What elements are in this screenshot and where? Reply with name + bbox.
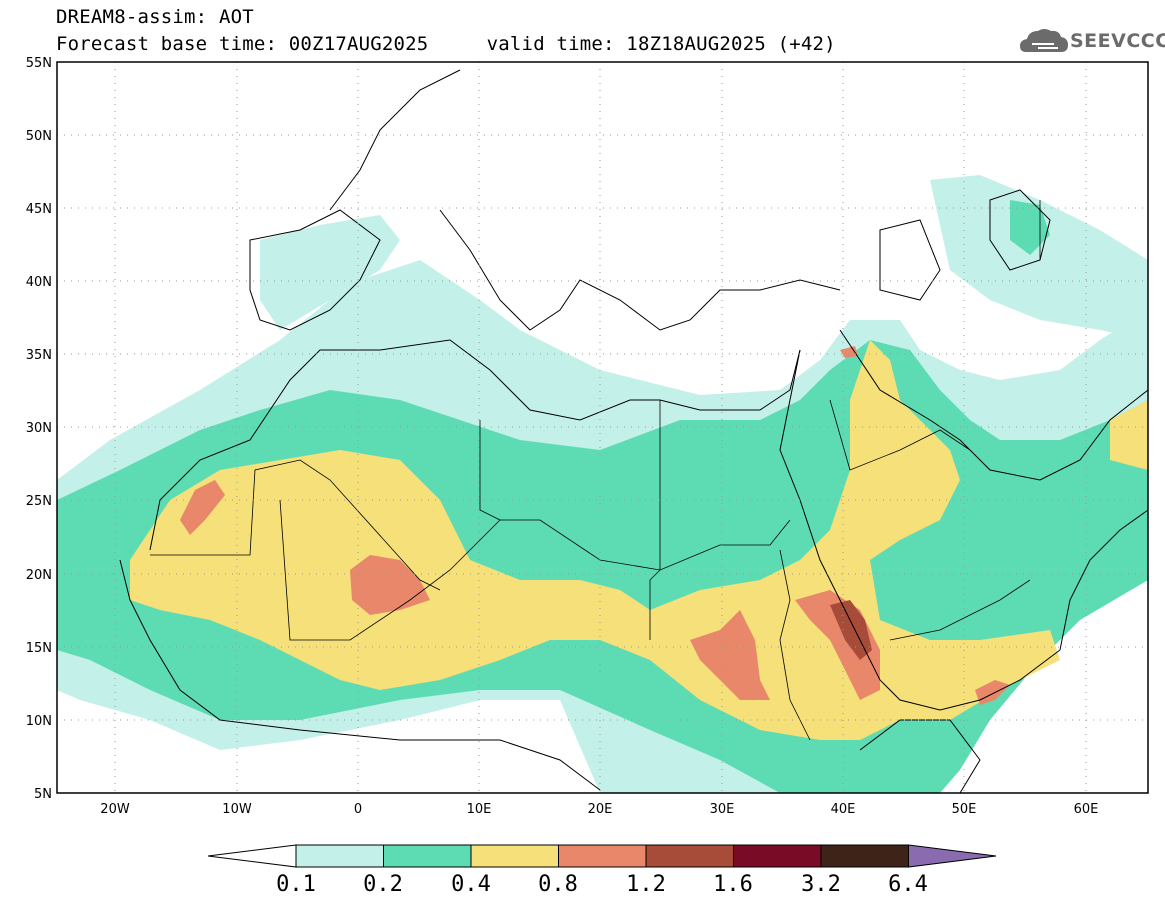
lat-label: 15N xyxy=(26,641,52,656)
aot-band-0.8-somalia xyxy=(975,680,1010,705)
lon-label: 20E xyxy=(588,802,613,817)
lat-label: 45N xyxy=(26,202,52,217)
lon-label: 50E xyxy=(952,802,977,817)
aot-band-0.1-north xyxy=(930,175,1148,340)
logo-text: SEEVCCC xyxy=(1070,30,1165,52)
aot-band-0.8-chad xyxy=(690,610,770,700)
lat-lon-grid xyxy=(57,62,1148,793)
lat-label: 55N xyxy=(26,56,52,71)
lon-label: 30E xyxy=(710,802,735,817)
lat-label: 25N xyxy=(26,494,52,509)
cloud-icon xyxy=(1020,29,1068,52)
map-frame xyxy=(56,61,1149,794)
aot-band-0.8-iraq xyxy=(840,346,858,358)
lat-label: 40N xyxy=(26,275,52,290)
aot-field xyxy=(57,175,1148,793)
lon-label: 20W xyxy=(100,802,130,817)
lat-label: 30N xyxy=(26,421,52,436)
country-borders xyxy=(150,200,1041,741)
coastlines xyxy=(119,69,1148,793)
lat-label: 10N xyxy=(26,714,52,729)
lat-label: 50N xyxy=(26,129,52,144)
lon-label: 10E xyxy=(467,802,492,817)
lon-label: 60E xyxy=(1074,802,1099,817)
lon-label: 0 xyxy=(354,802,362,817)
lat-label: 5N xyxy=(34,787,52,802)
map-subtitle: Forecast base time: 00Z17AUG2025 valid t… xyxy=(56,33,836,55)
lat-label: 35N xyxy=(26,348,52,363)
lon-label: 40E xyxy=(831,802,856,817)
aot-band-0.1-iberia xyxy=(260,215,400,330)
aot-band-0.4 xyxy=(130,340,1060,740)
lon-label: 10W xyxy=(222,802,252,817)
lat-labels: 55N 50N 45N 40N 35N 30N 25N 20N 15N 10N … xyxy=(26,56,52,802)
aot-band-1.2 xyxy=(830,600,872,660)
map-title: DREAM8-assim: AOT xyxy=(56,6,254,28)
lat-label: 20N xyxy=(26,568,52,583)
aot-band-0.8-mauritania xyxy=(180,480,225,535)
aot-band-0.4-arabia xyxy=(1110,400,1148,470)
lon-labels: 20W 10W 0 10E 20E 30E 40E 50E 60E xyxy=(100,802,1098,817)
